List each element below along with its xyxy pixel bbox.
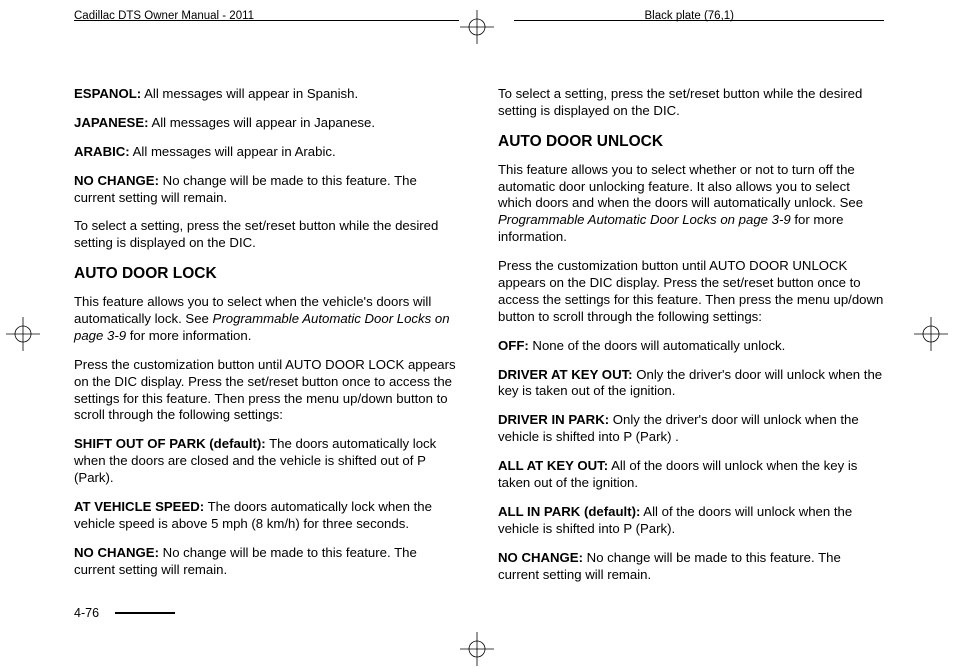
auto-door-lock-heading: AUTO DOOR LOCK xyxy=(74,264,460,284)
page-number: 4-76 xyxy=(74,606,99,620)
nochange-label: NO CHANGE: xyxy=(74,173,159,188)
left-column: ESPANOL: All messages will appear in Spa… xyxy=(74,86,460,595)
allkey-para: ALL AT KEY OUT: All of the doors will un… xyxy=(498,458,884,492)
speed-para: AT VEHICLE SPEED: The doors automaticall… xyxy=(74,499,460,533)
shift-para: SHIFT OUT OF PARK (default): The doors a… xyxy=(74,436,460,487)
speed-label: AT VEHICLE SPEED: xyxy=(74,499,204,514)
lock-press-para: Press the customization button until AUT… xyxy=(74,357,460,425)
footer-rule xyxy=(115,612,175,613)
nc-label: NO CHANGE: xyxy=(498,550,583,565)
registration-mark-top-icon xyxy=(460,10,494,44)
nc-para: NO CHANGE: No change will be made to thi… xyxy=(498,550,884,584)
auto-door-unlock-heading: AUTO DOOR UNLOCK xyxy=(498,132,884,152)
right-column: To select a setting, press the set/reset… xyxy=(498,86,884,595)
japanese-text: All messages will appear in Japanese. xyxy=(149,115,376,130)
unlock-intro-a: This feature allows you to select whethe… xyxy=(498,162,863,211)
select-para-right: To select a setting, press the set/reset… xyxy=(498,86,884,120)
nc2-label: NO CHANGE: xyxy=(74,545,159,560)
off-label: OFF: xyxy=(498,338,529,353)
arabic-label: ARABIC: xyxy=(74,144,130,159)
lock-intro-para: This feature allows you to select when t… xyxy=(74,294,460,345)
registration-mark-right-icon xyxy=(914,317,948,351)
arabic-para: ARABIC: All messages will appear in Arab… xyxy=(74,144,460,161)
select-para-left: To select a setting, press the set/reset… xyxy=(74,218,460,252)
off-para: OFF: None of the doors will automaticall… xyxy=(498,338,884,355)
unlock-intro-italic: Programmable Automatic Door Locks on pag… xyxy=(498,212,791,227)
allpark-label: ALL IN PARK (default): xyxy=(498,504,640,519)
header-rule-left xyxy=(74,20,459,21)
unlock-press-para: Press the customization button until AUT… xyxy=(498,258,884,326)
espanol-label: ESPANOL: xyxy=(74,86,141,101)
allpark-para: ALL IN PARK (default): All of the doors … xyxy=(498,504,884,538)
off-text: None of the doors will automatically unl… xyxy=(529,338,786,353)
allkey-label: ALL AT KEY OUT: xyxy=(498,458,608,473)
espanol-text: All messages will appear in Spanish. xyxy=(141,86,358,101)
japanese-para: JAPANESE: All messages will appear in Ja… xyxy=(74,115,460,132)
espanol-para: ESPANOL: All messages will appear in Spa… xyxy=(74,86,460,103)
header-rule-right xyxy=(514,20,884,21)
shift-label: SHIFT OUT OF PARK (default): xyxy=(74,436,266,451)
drvpark-label: DRIVER IN PARK: xyxy=(498,412,609,427)
drvkey-label: DRIVER AT KEY OUT: xyxy=(498,367,633,382)
content-area: ESPANOL: All messages will appear in Spa… xyxy=(0,30,954,595)
arabic-text: All messages will appear in Arabic. xyxy=(130,144,336,159)
unlock-intro-para: This feature allows you to select whethe… xyxy=(498,162,884,246)
registration-mark-left-icon xyxy=(6,317,40,351)
drvkey-para: DRIVER AT KEY OUT: Only the driver's doo… xyxy=(498,367,884,401)
nc2-para: NO CHANGE: No change will be made to thi… xyxy=(74,545,460,579)
registration-mark-bottom-icon xyxy=(460,632,494,666)
drvpark-para: DRIVER IN PARK: Only the driver's door w… xyxy=(498,412,884,446)
lock-intro-b: for more information. xyxy=(126,328,251,343)
nochange-para: NO CHANGE: No change will be made to thi… xyxy=(74,173,460,207)
page-container: Cadillac DTS Owner Manual - 2011 Black p… xyxy=(0,0,954,668)
page-footer: 4-76 xyxy=(74,606,175,620)
japanese-label: JAPANESE: xyxy=(74,115,149,130)
